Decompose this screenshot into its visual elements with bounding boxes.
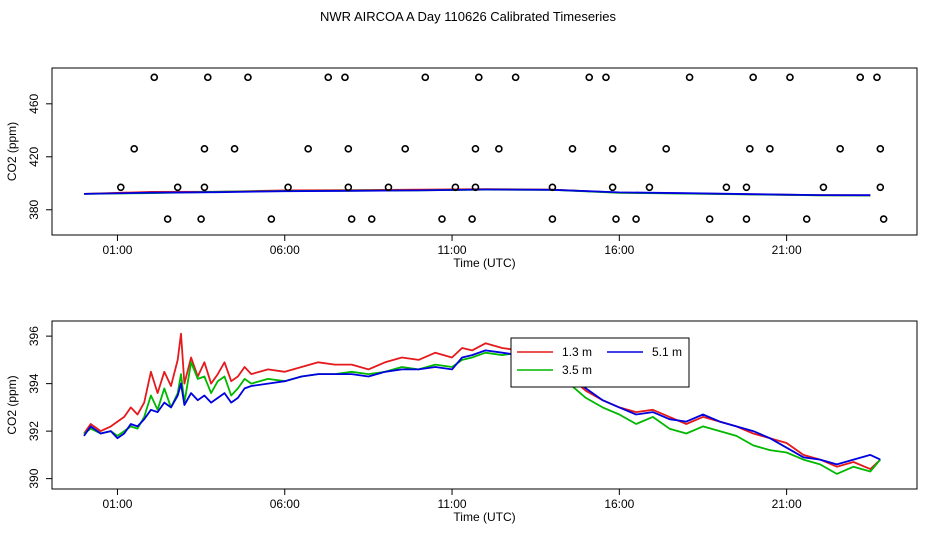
data-point — [632, 215, 640, 223]
data-point — [602, 73, 610, 82]
plot-frame — [51, 67, 918, 236]
data-point — [471, 183, 480, 192]
data-point — [819, 183, 828, 192]
data-point — [344, 183, 353, 192]
data-point — [749, 73, 757, 82]
x-axis-label: Time (UTC) — [453, 510, 515, 524]
data-point — [471, 145, 480, 153]
data-point — [230, 145, 239, 153]
data-point — [608, 145, 617, 153]
x-tick-label: 06:00 — [270, 497, 300, 511]
data-point — [267, 215, 276, 223]
legend: 1.3 m 5.1 m 3.5 m — [510, 337, 690, 388]
series-line — [83, 332, 881, 471]
data-point — [244, 73, 252, 82]
data-point — [324, 73, 333, 82]
data-point — [384, 183, 393, 192]
data-point — [511, 73, 520, 82]
data-point — [836, 145, 844, 153]
data-point — [786, 73, 794, 82]
data-point — [612, 215, 620, 223]
data-point — [645, 183, 654, 192]
data-point — [200, 183, 209, 192]
y-axis-label: CO2 (ppm) — [5, 122, 19, 181]
data-point — [746, 145, 754, 153]
y-tick-label: 420 — [27, 146, 41, 166]
data-point — [802, 215, 811, 223]
data-point — [451, 183, 460, 192]
x-tick-label: 01:00 — [102, 243, 132, 257]
y-tick-label: 460 — [27, 93, 41, 113]
data-point — [662, 145, 670, 153]
x-tick-label: 06:00 — [270, 243, 300, 257]
legend-box — [510, 337, 690, 388]
bottom-panel: 01:00 06:00 11:00 16:00 21:00 390 392 394 396 Tim… — [5, 320, 918, 524]
top-panel: 01:00 06:00 11:00 16:00 21:00 380 420 460 Time (… — [5, 67, 918, 270]
data-point — [284, 183, 292, 192]
data-point — [304, 145, 312, 153]
data-point — [876, 183, 885, 192]
data-point — [200, 145, 209, 153]
data-point — [341, 73, 349, 82]
data-point — [548, 183, 557, 192]
y-tick-label: 394 — [27, 373, 41, 393]
data-point — [568, 145, 577, 153]
x-tick-label: 16:00 — [604, 497, 634, 511]
data-point — [130, 145, 138, 153]
data-point — [344, 145, 353, 153]
x-axis-label: Time (UTC) — [453, 256, 515, 270]
data-point — [197, 215, 205, 223]
x-tick-label: 01:00 — [102, 497, 132, 511]
y-tick-label: 380 — [27, 199, 41, 219]
plot-frame — [51, 320, 918, 490]
data-point — [548, 215, 557, 223]
x-tick-label: 11:00 — [437, 497, 466, 511]
data-point — [879, 215, 888, 223]
data-point — [876, 145, 885, 153]
data-point — [685, 73, 694, 82]
legend-label: 5.1 m — [652, 345, 682, 359]
legend-label: 1.3 m — [562, 345, 592, 359]
data-point — [722, 183, 731, 192]
data-point — [475, 73, 483, 82]
data-point — [585, 73, 594, 82]
data-point — [421, 73, 430, 82]
data-point — [203, 73, 212, 82]
data-point — [347, 215, 356, 223]
series-line — [83, 188, 871, 197]
data-point — [705, 215, 714, 223]
data-point — [367, 215, 376, 223]
x-tick-label: 11:00 — [437, 243, 466, 257]
data-point — [873, 73, 881, 82]
data-point — [163, 215, 172, 223]
data-point — [438, 215, 446, 223]
y-tick-label: 392 — [27, 421, 41, 441]
data-point — [742, 183, 751, 192]
y-axis-label: CO2 (ppm) — [5, 375, 19, 434]
data-point — [150, 73, 159, 82]
data-point — [401, 145, 410, 153]
y-tick-label: 390 — [27, 468, 41, 488]
data-point — [742, 215, 751, 223]
data-point — [495, 145, 503, 153]
y-tick-label: 396 — [27, 326, 41, 346]
data-point — [468, 215, 476, 223]
data-point — [117, 183, 125, 192]
data-point — [608, 183, 617, 192]
page-title: NWR AIRCOA A Day 110626 Calibrated Times… — [320, 9, 616, 24]
data-point — [766, 145, 774, 153]
x-tick-label: 21:00 — [772, 497, 802, 511]
x-tick-label: 21:00 — [772, 243, 802, 257]
legend-label: 3.5 m — [562, 363, 592, 377]
data-point — [856, 73, 865, 82]
series-line — [83, 351, 881, 475]
series-line — [83, 349, 881, 466]
x-tick-label: 16:00 — [604, 243, 634, 257]
data-point — [173, 183, 182, 192]
